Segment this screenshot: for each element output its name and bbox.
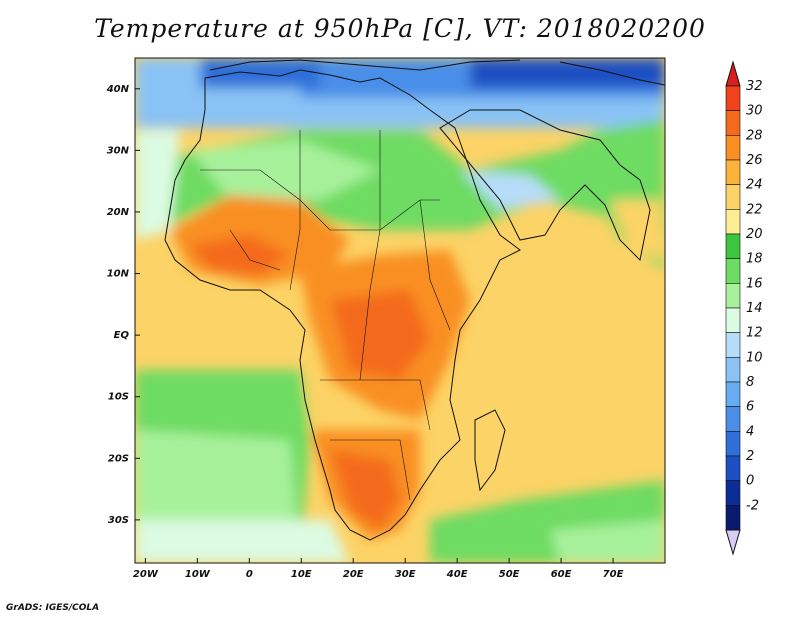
lat-tick-label: EQ — [114, 330, 130, 341]
colorbar-swatch — [725, 307, 741, 333]
colorbar-swatch — [725, 455, 741, 481]
colorbar-level-label: 16 — [746, 276, 763, 291]
colorbar-swatch — [725, 233, 741, 259]
lat-tick-label: 30N — [107, 145, 130, 156]
colorbar-level-label: 14 — [746, 301, 763, 316]
colorbar-swatch — [725, 159, 741, 185]
coastlines — [164, 59, 665, 541]
colorbar-bottom-arrow — [725, 529, 741, 556]
colorbar-top-arrow — [725, 60, 741, 87]
colorbar-level-label: 2 — [746, 449, 754, 464]
lon-tick-label: 40E — [446, 569, 468, 580]
lon-tick-label: 20E — [343, 569, 364, 580]
colorbar-swatch — [725, 505, 741, 531]
colorbar-level-label: 0 — [746, 474, 754, 489]
colorbar-level-label: 32 — [746, 79, 763, 94]
colorbar-level-label: 18 — [746, 252, 763, 267]
colorbar-level-label: 4 — [746, 424, 754, 439]
colorbar-swatch — [725, 406, 741, 432]
latitude-axis: 40N 30N 20N 10N EQ 10S 20S 30S — [106, 84, 140, 526]
lon-tick-label: 10E — [291, 569, 312, 580]
lat-tick-label: 30S — [108, 515, 129, 526]
colorbar-level-label: -2 — [746, 498, 759, 513]
longitude-axis: 20W 10W 0 10E 20E 30E 40E 50E 60E 70E — [133, 558, 624, 580]
colorbar-level-label: 24 — [746, 178, 763, 193]
colorbar-swatch — [725, 209, 741, 235]
colorbar-swatch — [725, 135, 741, 161]
lon-tick-label: 10W — [185, 569, 211, 580]
map-title: Temperature at 950hPa [C], VT: 201802020… — [94, 14, 706, 43]
lat-tick-label: 40N — [106, 84, 130, 95]
colorbar-level-label: 20 — [746, 227, 763, 242]
lon-tick-label: 60E — [551, 569, 572, 580]
colorbar-swatch — [725, 431, 741, 457]
colorbar-swatch — [725, 357, 741, 383]
lon-tick-label: 30E — [395, 569, 416, 580]
lat-tick-label: 20S — [108, 453, 129, 464]
colorbar-swatch — [725, 184, 741, 210]
colorbar-swatch — [725, 381, 741, 407]
colorbar-level-label: 26 — [746, 153, 763, 168]
colorbar-level-label: 10 — [746, 350, 763, 365]
lat-tick-label: 20N — [107, 207, 130, 218]
lon-tick-label: 0 — [246, 569, 253, 580]
lon-tick-label: 70E — [603, 569, 624, 580]
colorbar-level-label: 8 — [746, 375, 754, 390]
country-borders — [200, 130, 451, 501]
colorbar-level-label: 30 — [746, 104, 763, 119]
colorbar-level-label: 22 — [746, 202, 763, 217]
colorbar-swatch — [725, 85, 741, 111]
colorbar-level-label: 6 — [746, 400, 754, 415]
map-frame — [134, 57, 666, 564]
lon-tick-label: 50E — [499, 569, 520, 580]
grads-credit: GrADS: IGES/COLA — [6, 603, 100, 613]
colorbar-level-label: 28 — [746, 128, 763, 143]
colorbar-swatch — [725, 283, 741, 309]
colorbar-swatch — [725, 110, 741, 136]
colorbar-swatch — [725, 332, 741, 358]
colorbar-level-label: 12 — [746, 326, 763, 341]
lon-tick-label: 20W — [133, 569, 159, 580]
temperature-field — [135, 58, 665, 563]
lat-tick-label: 10S — [108, 392, 129, 403]
lat-tick-label: 10N — [107, 269, 130, 280]
colorbar-swatch — [725, 258, 741, 284]
colorbar-swatch — [725, 480, 741, 506]
